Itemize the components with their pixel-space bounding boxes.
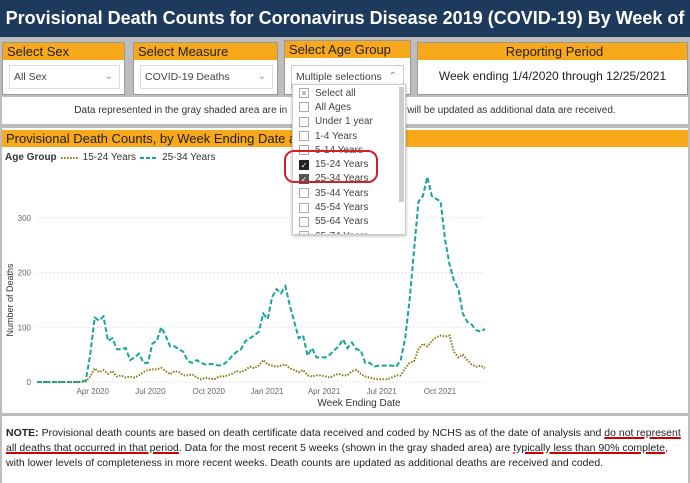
info-text-left: Data represented in the gray shaded area…	[74, 105, 288, 116]
reporting-period-label: Reporting Period	[418, 43, 687, 60]
age-option-label: 25-34 Years	[315, 173, 369, 185]
legend-title: Age Group	[5, 152, 57, 163]
note-text-2: . Data for the most recent 5 weeks (show…	[178, 442, 514, 454]
note-underline-1: do not represent all deaths that occurre…	[6, 427, 681, 454]
checkbox-icon[interactable]	[299, 131, 309, 142]
x-tick-label: Oct 2020	[192, 387, 225, 396]
age-option[interactable]: 45-54 Years	[293, 200, 405, 214]
checkbox-icon[interactable]	[299, 88, 309, 99]
y-tick-label: 200	[18, 269, 32, 278]
reporting-period-card: Reporting Period Week ending 1/4/2020 th…	[417, 42, 688, 95]
note-text-3: , with lower levels of completeness in m…	[6, 442, 668, 469]
y-tick-label: 100	[18, 323, 32, 332]
chevron-down-icon: ⌄	[257, 71, 266, 82]
age-option-label: 15-24 Years	[315, 159, 369, 171]
legend-swatch-25-34	[140, 156, 159, 159]
age-option[interactable]: 35-44 Years	[293, 186, 405, 200]
x-tick-label: Jan 2021	[251, 387, 284, 396]
x-tick-label: Apr 2021	[308, 387, 341, 396]
y-tick-label: 0	[27, 378, 32, 387]
age-option-label: 55-64 Years	[315, 216, 369, 228]
x-tick-label: Apr 2020	[77, 387, 110, 396]
y-tick-label: 300	[18, 214, 32, 223]
age-option-label: 45-54 Years	[315, 202, 369, 214]
checkbox-icon[interactable]: ✓	[299, 173, 309, 184]
sex-filter-label: Select Sex	[3, 43, 124, 60]
age-option-label: 1-4 Years	[315, 130, 358, 142]
checkbox-icon[interactable]: ✓	[299, 159, 309, 170]
note-underline-2: typically less than 90% complete	[513, 442, 665, 454]
measure-filter-card: Select Measure COVID-19 Deaths ⌄	[133, 42, 278, 95]
x-tick-label: Jul 2020	[135, 387, 166, 396]
age-option[interactable]: 65-74 Years	[293, 229, 405, 234]
age-option[interactable]: ✓ 15-24 Years	[293, 157, 405, 171]
checkbox-icon[interactable]	[299, 231, 309, 234]
series-line-15-24	[37, 334, 486, 383]
age-option-label: Select all	[315, 87, 356, 99]
age-option-label: Under 1 year	[315, 116, 373, 128]
highlight-annotation	[284, 150, 378, 183]
age-option[interactable]: 55-64 Years	[293, 215, 405, 229]
sex-filter-card: Select Sex All Sex ⌄	[2, 42, 125, 95]
note-panel: NOTE: Provisional death counts are based…	[2, 416, 688, 483]
legend-label-15-24[interactable]: 15-24 Years	[82, 152, 137, 163]
reporting-period-value: Week ending 1/4/2020 through 12/25/2021	[438, 69, 667, 83]
line-chart: 0 100 200 300 Apr 2020 Jul 2020 Oct 2020 Jan 20…	[5, 176, 486, 409]
sex-value: All Sex	[14, 71, 47, 83]
chart-legend: Age Group 15-24 Years 25-34 Years	[5, 152, 215, 163]
age-option-label: 65-74 Years	[315, 231, 368, 234]
age-option-label: All Ages	[315, 101, 352, 113]
age-option-label: 35-44 Years	[315, 187, 369, 199]
measure-dropdown[interactable]: COVID-19 Deaths ⌄	[140, 65, 273, 89]
checkbox-icon[interactable]	[299, 188, 309, 199]
note-label: NOTE:	[6, 427, 39, 439]
checkbox-icon[interactable]	[299, 116, 309, 127]
checkbox-icon[interactable]	[299, 202, 309, 213]
measure-filter-label: Select Measure	[134, 43, 277, 60]
legend-swatch-15-24	[60, 156, 79, 159]
note-text-1: Provisional death counts are based on de…	[38, 427, 605, 439]
measure-value: COVID-19 Deaths	[145, 71, 230, 83]
scrollbar[interactable]	[399, 87, 404, 202]
age-option[interactable]: All Ages	[293, 100, 405, 114]
checkbox-icon[interactable]	[299, 102, 309, 113]
x-tick-label: Oct 2021	[424, 387, 457, 396]
age-option[interactable]: 1-4 Years	[293, 129, 405, 143]
age-value: Multiple selections	[296, 71, 382, 83]
age-group-dropdown-list[interactable]: Select all All Ages Under 1 year 1-4 Years 5…	[292, 84, 406, 235]
checkbox-icon[interactable]	[299, 216, 309, 227]
sex-dropdown[interactable]: All Sex ⌄	[9, 65, 120, 89]
series-line-25-34	[37, 176, 486, 383]
chevron-down-icon: ⌄	[104, 71, 113, 82]
age-option[interactable]: ✓ 25-34 Years	[293, 172, 405, 186]
age-filter-label: Select Age Group	[285, 41, 410, 58]
page-title: Provisional Death Counts for Coronavirus…	[0, 0, 690, 64]
x-axis-title: Week Ending Date	[317, 398, 401, 409]
age-option[interactable]: Under 1 year	[293, 115, 405, 129]
info-text-right: will be updated as additional data are r…	[407, 105, 616, 116]
age-option[interactable]: Select all	[293, 86, 405, 100]
x-tick-label: Jul 2021	[367, 387, 398, 396]
y-axis-title: Number of Deaths	[5, 263, 15, 337]
chevron-up-icon: ⌃	[388, 71, 397, 82]
legend-label-25-34[interactable]: 25-34 Years	[162, 152, 216, 163]
